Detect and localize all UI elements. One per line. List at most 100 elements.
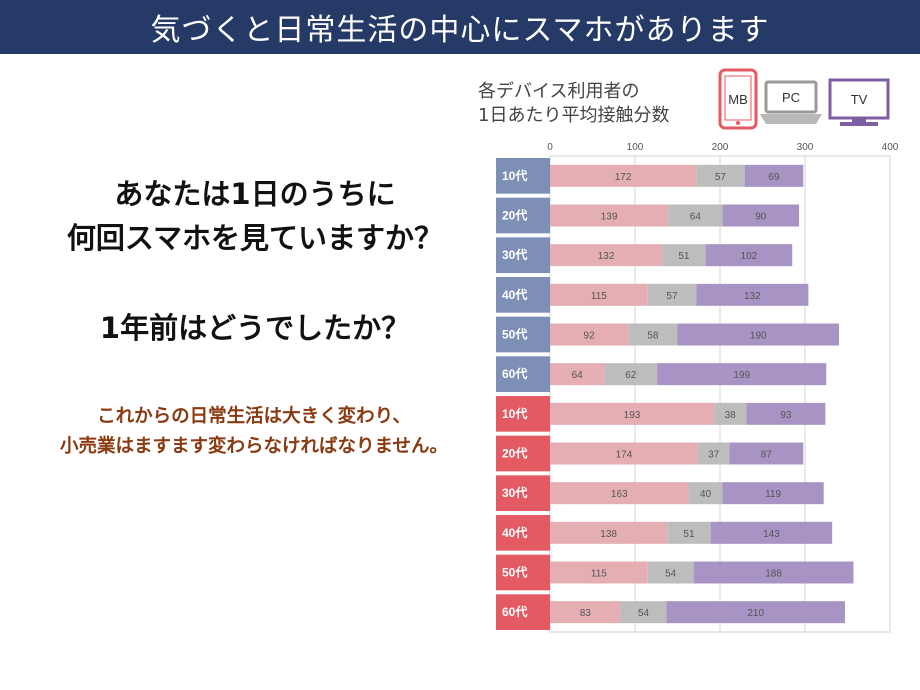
data-label-tv: 210	[747, 608, 764, 619]
conclusion-note: これからの日常生活は大きく変わり、 小売業はますます変わらなければなりません。	[4, 402, 504, 462]
laptop-icon: PC	[760, 80, 822, 124]
category-tab	[496, 197, 550, 234]
bar-segment-tv	[666, 601, 845, 624]
x-tick-label: 0	[547, 142, 553, 153]
data-label-mb: 172	[615, 172, 632, 183]
bar-segment-tv	[693, 561, 854, 584]
data-label-mb: 83	[580, 608, 592, 619]
category-label: 20代	[502, 208, 527, 223]
category-tab	[496, 356, 550, 392]
bar-segment-pc	[697, 442, 730, 465]
bar-segment-tv	[710, 521, 833, 544]
category-label: 40代	[502, 525, 527, 540]
category-label: 30代	[502, 247, 527, 262]
bar-segment-tv	[722, 482, 824, 505]
chart-title-line-1: 各デバイス利用者の	[478, 81, 640, 102]
bar-segment-mb	[550, 204, 669, 227]
data-label-pc: 51	[683, 529, 695, 540]
device-label-pc: PC	[782, 90, 800, 105]
bar-segment-pc	[667, 521, 711, 544]
data-label-pc: 57	[715, 172, 727, 183]
data-label-mb: 64	[572, 370, 584, 381]
bar-segment-tv	[744, 164, 804, 187]
data-label-tv: 90	[755, 212, 767, 223]
bar-segment-mb	[550, 363, 605, 386]
data-label-tv: 143	[763, 529, 780, 540]
data-label-pc: 51	[678, 251, 690, 262]
category-label: 50代	[502, 565, 527, 580]
bar-segment-pc	[696, 164, 745, 187]
chart-title-line-2: 1日あたり平均接触分数	[478, 105, 670, 126]
bar-segment-mb	[550, 323, 629, 346]
data-label-tv: 102	[741, 251, 758, 262]
bar-segment-mb	[550, 482, 689, 505]
category-tab	[496, 475, 550, 511]
question-1-line-2: 何回スマホを見ていますか？	[66, 221, 444, 255]
bar-segment-tv	[746, 402, 826, 425]
question-1-line-1: あなたは1日のうちに	[114, 177, 396, 211]
data-label-pc: 38	[725, 410, 737, 421]
data-label-mb: 139	[601, 212, 618, 223]
data-label-pc: 57	[666, 291, 678, 302]
category-tab	[496, 237, 550, 273]
data-label-tv: 93	[780, 410, 792, 421]
data-label-mb: 115	[591, 569, 607, 580]
data-label-pc: 58	[647, 331, 659, 342]
bar-segment-tv	[729, 442, 804, 465]
data-label-mb: 115	[591, 291, 607, 302]
data-label-mb: 138	[600, 529, 617, 540]
category-label: 30代	[502, 485, 527, 500]
category-label: 10代	[502, 406, 527, 421]
bar-segment-pc	[647, 283, 697, 306]
data-label-tv: 69	[768, 172, 780, 183]
category-label: 60代	[502, 366, 527, 381]
bar-segment-pc	[604, 363, 658, 386]
question-2: 1年前はどうでしたか？	[99, 311, 411, 345]
bar-segment-mb	[550, 164, 697, 187]
stacked-bar-chart: 0 100 200 300 400 10代 172 57 69 20代 139 64 90 30代 132 5…	[496, 142, 898, 633]
slide-title: 気づくと日常生活の中心にスマホがあります	[150, 13, 770, 48]
data-label-tv: 188	[765, 569, 782, 580]
device-label-tv: TV	[851, 92, 868, 107]
category-tab	[496, 316, 550, 353]
bar-segment-tv	[705, 244, 793, 267]
category-tab	[496, 515, 550, 551]
bar-segment-pc	[628, 323, 678, 346]
category-label: 10代	[502, 168, 527, 183]
bar-segment-tv	[722, 204, 800, 227]
bar-segment-pc	[647, 561, 694, 584]
data-label-tv: 87	[761, 450, 773, 461]
category-tab	[496, 594, 550, 630]
bar-segment-tv	[657, 363, 827, 386]
bar-segment-mb	[550, 521, 668, 544]
tv-icon: TV	[828, 78, 890, 126]
bar-segment-mb	[550, 561, 648, 584]
data-label-mb: 92	[584, 331, 596, 342]
data-label-pc: 64	[690, 212, 702, 223]
category-label: 40代	[502, 287, 527, 302]
data-label-pc: 40	[700, 489, 712, 500]
x-tick-label: 100	[627, 142, 644, 153]
data-label-tv: 132	[744, 291, 761, 302]
conclusion-note-line-2: 小売業はますます変わらなければなりません。	[60, 436, 448, 457]
chart-title: 各デバイス利用者の 1日あたり平均接触分数	[478, 80, 669, 128]
data-label-tv: 199	[733, 370, 750, 381]
category-tab	[496, 554, 550, 591]
x-tick-label: 300	[797, 142, 814, 153]
smartphone-icon: MB	[718, 68, 758, 130]
bar-segment-mb	[550, 442, 698, 465]
category-tab	[496, 435, 550, 472]
data-label-mb: 193	[624, 410, 641, 421]
bar-segment-mb	[550, 283, 648, 306]
category-tab	[496, 158, 550, 194]
bar-segment-pc	[662, 244, 706, 267]
data-label-pc: 62	[625, 370, 637, 381]
data-label-mb: 163	[611, 489, 628, 500]
bar-segment-mb	[550, 601, 621, 624]
slide-header: 気づくと日常生活の中心にスマホがあります	[0, 0, 920, 54]
data-label-pc: 37	[708, 450, 720, 461]
data-label-mb: 132	[598, 251, 615, 262]
category-label: 50代	[502, 327, 527, 342]
category-label: 20代	[502, 446, 527, 461]
bar-segment-pc	[620, 601, 667, 624]
